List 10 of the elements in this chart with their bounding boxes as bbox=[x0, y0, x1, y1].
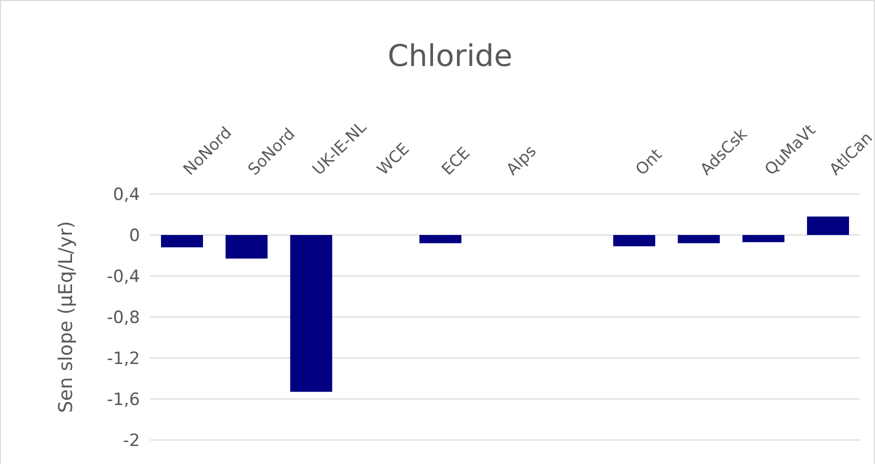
chart-title: Chloride bbox=[388, 39, 512, 74]
y-tick-label: 0 bbox=[129, 226, 140, 246]
y-tick-label: -0,4 bbox=[106, 266, 140, 287]
y-tick-label: -0,8 bbox=[106, 308, 140, 328]
y-tick-label: -2 bbox=[123, 430, 140, 451]
y-tick-label: 0,4 bbox=[112, 184, 140, 205]
x-tick-label: Ont bbox=[632, 144, 666, 179]
y-tick-label: -1,6 bbox=[106, 390, 140, 410]
y-axis-title: Sen slope (µEq/L/yr) bbox=[55, 221, 77, 413]
y-tick-label: -1,2 bbox=[106, 348, 140, 369]
